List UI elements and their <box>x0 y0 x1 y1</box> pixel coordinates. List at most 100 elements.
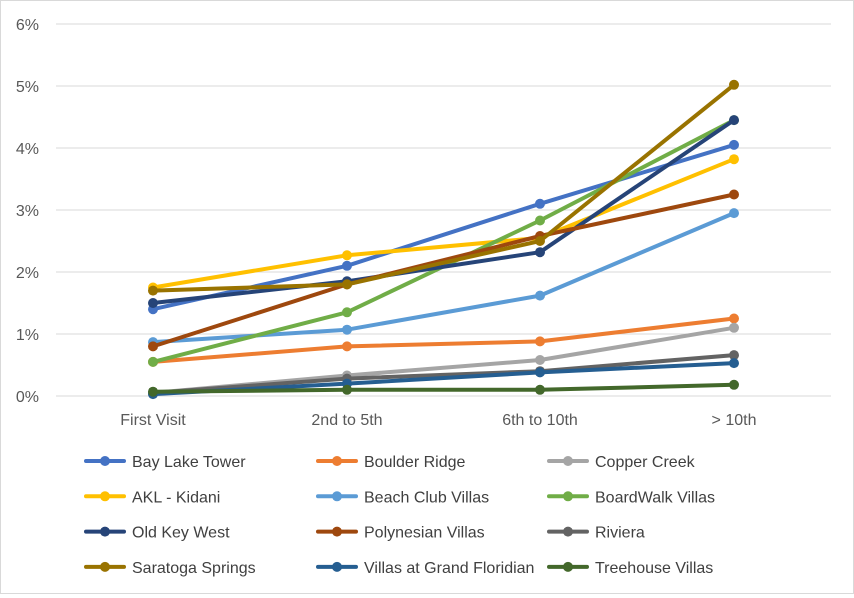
data-point <box>535 290 545 301</box>
data-point <box>729 79 739 90</box>
data-point <box>342 250 352 261</box>
legend-item: Riviera <box>547 525 645 542</box>
legend-item: Copper Creek <box>547 454 696 471</box>
data-point <box>729 189 739 200</box>
series-line <box>151 142 736 312</box>
data-point <box>729 154 739 165</box>
legend-item: Polynesian Villas <box>316 525 485 542</box>
legend-label: Copper Creek <box>595 454 696 471</box>
legend-marker <box>332 456 342 466</box>
y-tick-label: 6% <box>16 17 39 34</box>
data-point <box>535 336 545 347</box>
legend-item: Treehouse Villas <box>547 560 713 577</box>
series-group <box>148 79 739 400</box>
legend-marker <box>100 456 110 466</box>
data-point <box>535 384 545 395</box>
legend-marker <box>100 491 110 502</box>
data-point <box>342 307 352 318</box>
y-tick-label: 1% <box>16 327 39 344</box>
y-tick-label: 0% <box>16 389 39 406</box>
data-point <box>729 313 739 324</box>
legend-label: Saratoga Springs <box>132 560 256 577</box>
series-line <box>151 82 736 293</box>
data-point <box>729 139 739 150</box>
legend-marker <box>563 491 573 502</box>
x-tick-label: First Visit <box>120 412 186 429</box>
data-point <box>342 260 352 271</box>
data-point <box>535 367 545 378</box>
y-axis: 0% 1% 2% 3% 4% 5% 6% <box>16 17 39 406</box>
data-point <box>342 324 352 335</box>
data-point <box>729 358 739 369</box>
legend: Bay Lake Tower Boulder Ridge Copper Creek A… <box>84 454 715 577</box>
y-tick-label: 5% <box>16 79 39 96</box>
series-4 <box>148 208 739 348</box>
data-point <box>535 247 545 258</box>
gridlines <box>56 23 831 397</box>
legend-item: Boulder Ridge <box>316 454 466 471</box>
legend-label: AKL - Kidani <box>132 489 220 506</box>
legend-marker <box>100 561 110 572</box>
legend-marker <box>563 526 573 537</box>
legend-label: Bay Lake Tower <box>132 454 246 471</box>
data-point <box>535 355 545 365</box>
series-line <box>151 316 736 364</box>
y-tick-label: 4% <box>16 141 39 158</box>
legend-marker <box>563 561 573 572</box>
series-6 <box>148 115 739 308</box>
data-point <box>342 384 352 395</box>
legend-label: Treehouse Villas <box>595 560 713 577</box>
legend-marker <box>332 561 342 572</box>
series-10 <box>148 358 739 400</box>
series-9 <box>148 79 739 296</box>
data-point <box>729 322 739 333</box>
data-point <box>148 386 158 397</box>
x-axis: First Visit 2nd to 5th 6th to 10th > 10th <box>120 412 756 429</box>
x-tick-label: 6th to 10th <box>502 412 578 429</box>
legend-label: Old Key West <box>132 525 230 542</box>
series-line <box>151 353 736 395</box>
series-line <box>151 118 736 305</box>
legend-label: Boulder Ridge <box>364 454 466 471</box>
legend-label: Riviera <box>595 525 645 542</box>
data-point <box>535 198 545 209</box>
x-tick-label: 2nd to 5th <box>311 412 382 429</box>
legend-label: BoardWalk Villas <box>595 489 715 506</box>
series-line <box>151 382 736 394</box>
series-line <box>151 192 736 349</box>
data-point <box>535 215 545 226</box>
legend-item: BoardWalk Villas <box>547 489 715 506</box>
data-point <box>148 356 158 367</box>
x-tick-label: > 10th <box>712 412 757 429</box>
legend-label: Villas at Grand Floridian <box>364 560 534 577</box>
series-11 <box>148 379 739 397</box>
legend-item: Villas at Grand Floridian <box>316 560 534 577</box>
legend-marker <box>563 456 573 466</box>
legend-marker <box>332 491 342 502</box>
data-point <box>148 285 158 296</box>
data-point <box>535 236 545 246</box>
legend-item: Old Key West <box>84 525 230 542</box>
y-tick-label: 3% <box>16 203 39 220</box>
legend-marker <box>100 526 110 537</box>
legend-item: AKL - Kidani <box>84 489 220 506</box>
legend-item: Bay Lake Tower <box>84 454 246 471</box>
series-line <box>151 211 736 345</box>
data-point <box>729 115 739 126</box>
data-point <box>342 279 352 290</box>
legend-item: Saratoga Springs <box>84 560 256 577</box>
data-point <box>148 341 158 352</box>
data-point <box>342 341 352 352</box>
data-point <box>729 208 739 219</box>
legend-label: Beach Club Villas <box>364 489 489 506</box>
data-point <box>729 350 739 361</box>
data-point <box>729 379 739 390</box>
legend-label: Polynesian Villas <box>364 525 485 542</box>
data-point <box>148 298 158 308</box>
y-tick-label: 2% <box>16 265 39 282</box>
series-line <box>151 157 736 290</box>
legend-marker <box>332 526 342 537</box>
legend-item: Beach Club Villas <box>316 489 489 506</box>
